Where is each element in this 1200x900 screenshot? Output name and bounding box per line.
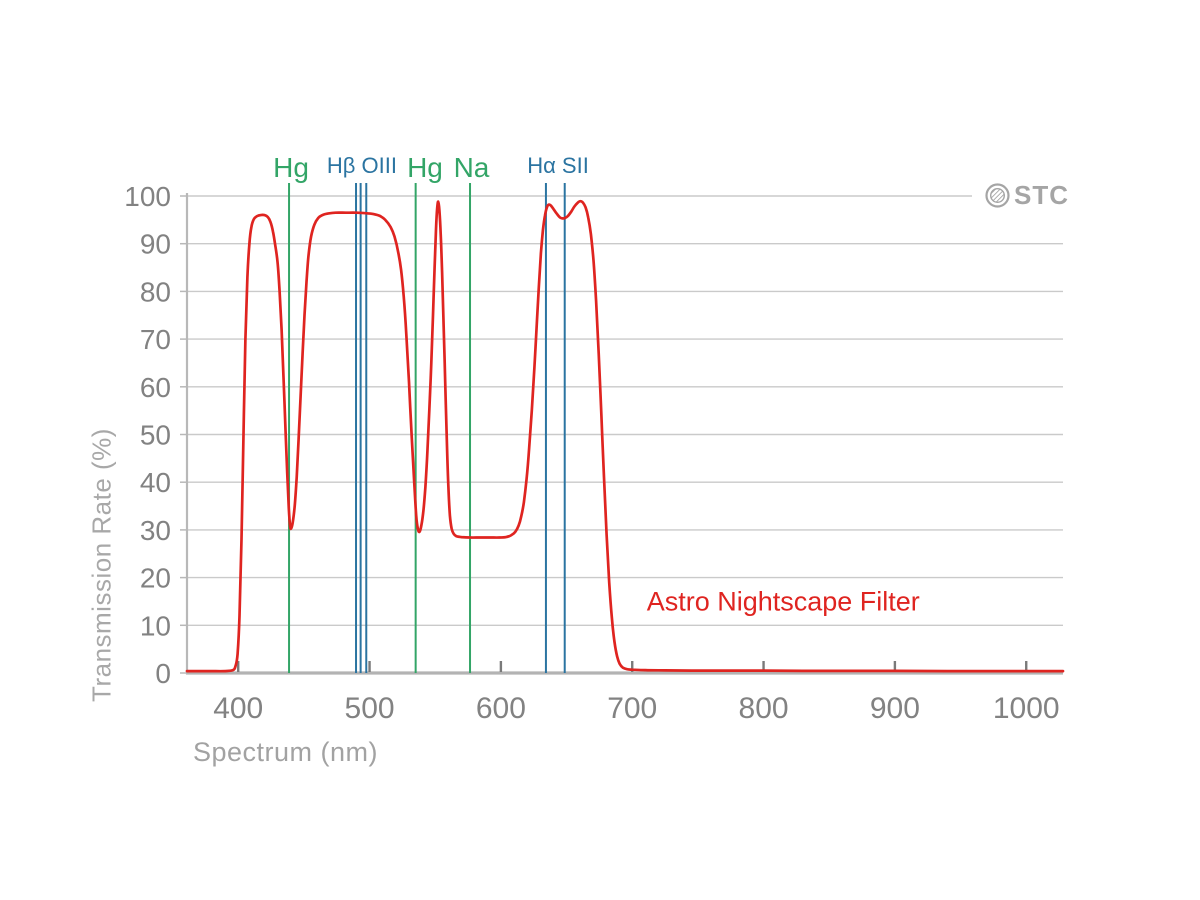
x-axis-title: Spectrum (nm) [193, 737, 379, 767]
y-tick-label-100: 100 [124, 181, 171, 212]
emission-line-labels: Hg Hβ OIII Hg Na Hα SII [273, 152, 589, 183]
series-annotation: Astro Nightscape Filter [646, 586, 920, 617]
y-tick-label-80: 80 [140, 276, 171, 307]
axis-tick-labels: 400 500 600 700 800 900 1000 0 10 20 30 40 50 60 70 80 9… [124, 181, 1059, 725]
line-label-0: Hg [273, 152, 309, 183]
y-tick-label-0: 0 [155, 658, 171, 689]
line-label-1: Hβ OIII [327, 153, 397, 178]
axis-ticks [180, 195, 1028, 674]
y-tick-label-70: 70 [140, 324, 171, 355]
x-tick-label-1000: 1000 [993, 692, 1060, 725]
transmission-curve [185, 199, 1065, 673]
x-tick-label-800: 800 [739, 692, 789, 725]
gridlines [187, 195, 1063, 674]
y-tick-label-30: 30 [140, 515, 171, 546]
emission-line-markers [288, 183, 566, 673]
y-tick-label-90: 90 [140, 229, 171, 260]
x-tick-label-400: 400 [213, 692, 263, 725]
line-label-4: Hα SII [527, 153, 589, 178]
x-tick-label-900: 900 [870, 692, 920, 725]
y-tick-label-20: 20 [140, 563, 171, 594]
y-tick-label-50: 50 [140, 420, 171, 451]
axes [185, 193, 1063, 675]
x-tick-label-600: 600 [476, 692, 526, 725]
y-axis-title: Transmission Rate (%) [86, 428, 117, 702]
y-tick-label-40: 40 [140, 467, 171, 498]
x-tick-label-700: 700 [607, 692, 657, 725]
x-tick-label-500: 500 [345, 692, 395, 725]
y-tick-label-60: 60 [140, 372, 171, 403]
line-label-2: Hg [407, 152, 443, 183]
transmission-curve-path [185, 199, 1065, 673]
y-tick-label-10: 10 [140, 610, 171, 641]
stc-lens-icon [985, 182, 1010, 208]
stc-logo-text: STC [1014, 180, 1069, 210]
stc-logo: STC [984, 182, 1069, 208]
line-label-3: Na [454, 152, 490, 183]
